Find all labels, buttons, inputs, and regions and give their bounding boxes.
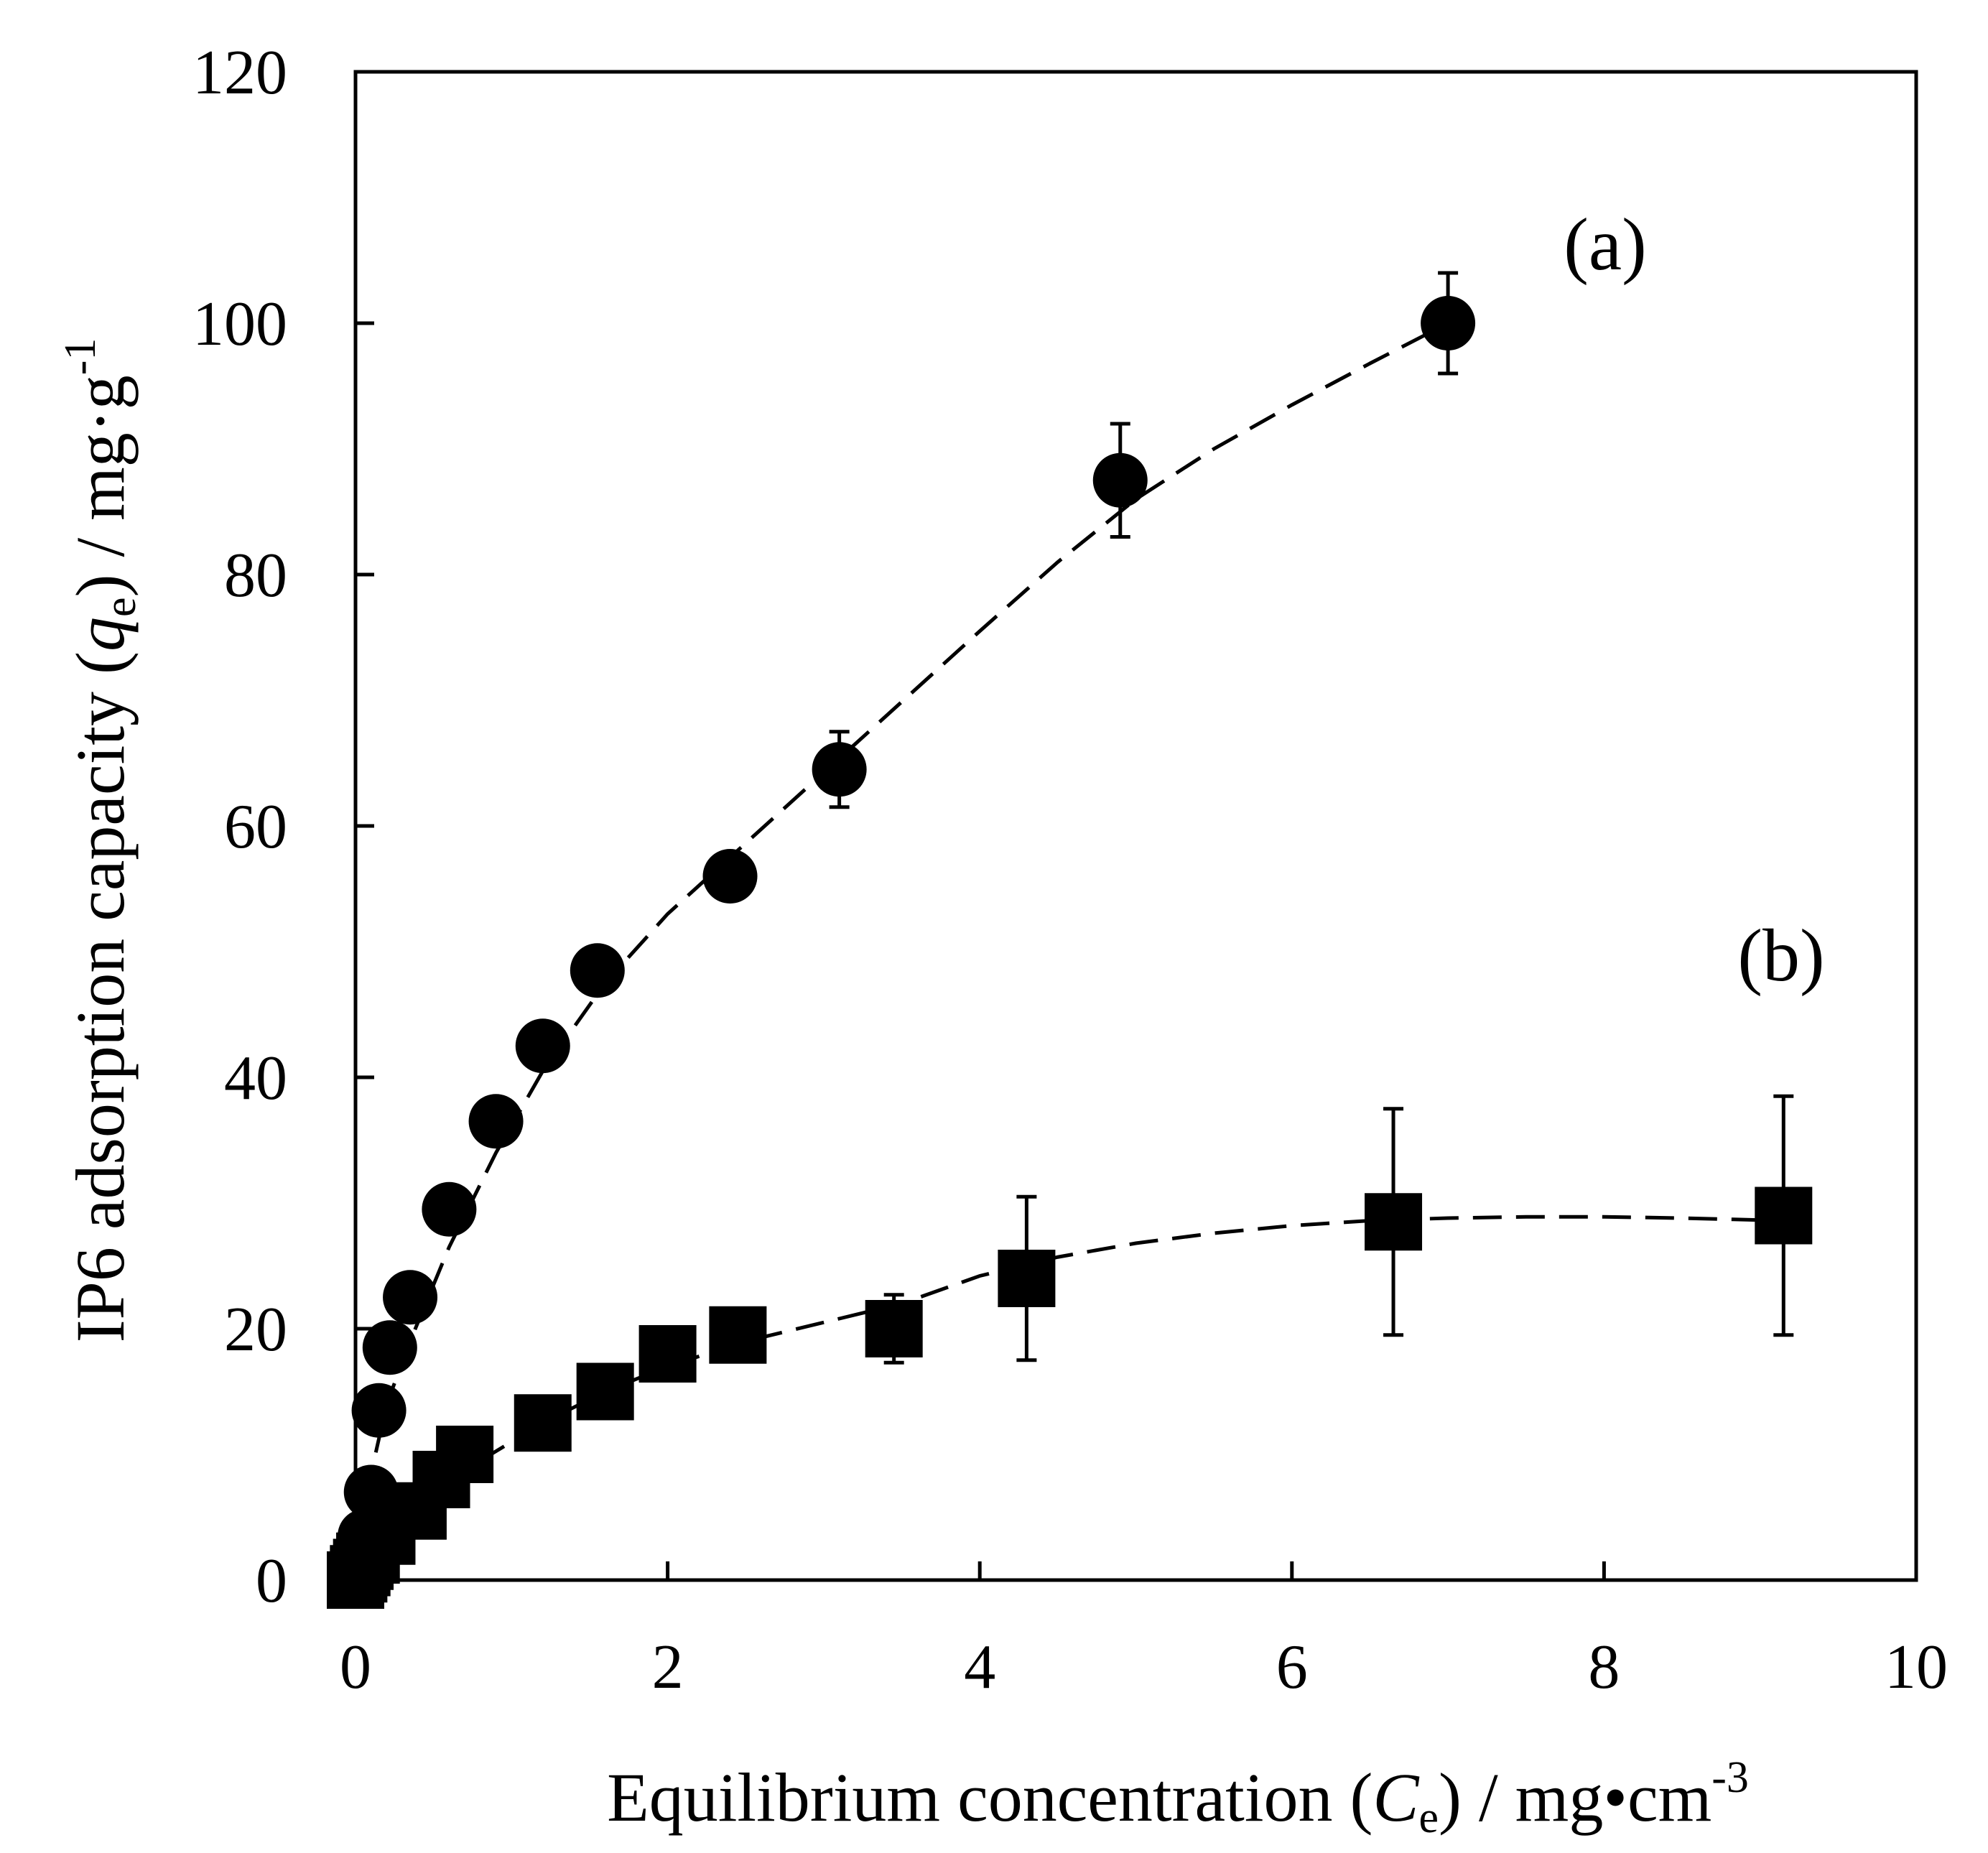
data-point-b (709, 1306, 767, 1364)
data-point-b (865, 1300, 923, 1357)
data-point-a (1092, 452, 1148, 508)
x-tick-label: 10 (1885, 1633, 1948, 1702)
series-label-b: (b) (1737, 914, 1824, 997)
y-tick-label: 120 (192, 38, 287, 108)
data-point-b (998, 1250, 1056, 1307)
series-label-a: (a) (1564, 203, 1646, 286)
data-point-a (351, 1383, 407, 1438)
data-point-b (436, 1426, 494, 1483)
data-point-a (422, 1181, 477, 1237)
data-point-b (514, 1394, 572, 1452)
fit-curve-b (354, 1215, 1784, 1582)
y-tick-label: 80 (224, 541, 287, 610)
y-tick-label: 40 (224, 1044, 287, 1113)
y-tick-label: 100 (192, 289, 287, 359)
data-point-b (1755, 1186, 1813, 1245)
data-point-a (1421, 296, 1476, 350)
data-point-b (638, 1325, 697, 1383)
x-tick-label: 8 (1588, 1633, 1620, 1702)
data-point-b (576, 1362, 634, 1421)
data-point-a (362, 1320, 417, 1375)
fit-curve-a (353, 321, 1449, 1581)
y-axis-label: IP6 adsorption capacity (qe) / mg·g-1 (56, 338, 145, 1343)
y-tick-label: 20 (224, 1295, 287, 1365)
x-tick-label: 6 (1276, 1633, 1308, 1702)
x-axis-label: Equilibrium concentration (Ce) / mg•cm-3 (607, 1753, 1749, 1842)
y-tick-label: 0 (256, 1546, 287, 1616)
x-tick-label: 2 (652, 1633, 684, 1702)
data-point-a (812, 742, 867, 797)
x-tick-label: 0 (340, 1633, 371, 1702)
data-point-a (343, 1464, 399, 1520)
data-point-a (515, 1018, 570, 1074)
fit-curves (353, 321, 1784, 1582)
data-point-a (702, 849, 758, 904)
x-tick-label: 4 (964, 1633, 995, 1702)
data-point-a (570, 943, 625, 998)
data-point-b (1365, 1193, 1423, 1251)
data-point-a (468, 1094, 524, 1149)
y-tick-label: 60 (224, 792, 287, 862)
data-point-a (383, 1270, 438, 1325)
